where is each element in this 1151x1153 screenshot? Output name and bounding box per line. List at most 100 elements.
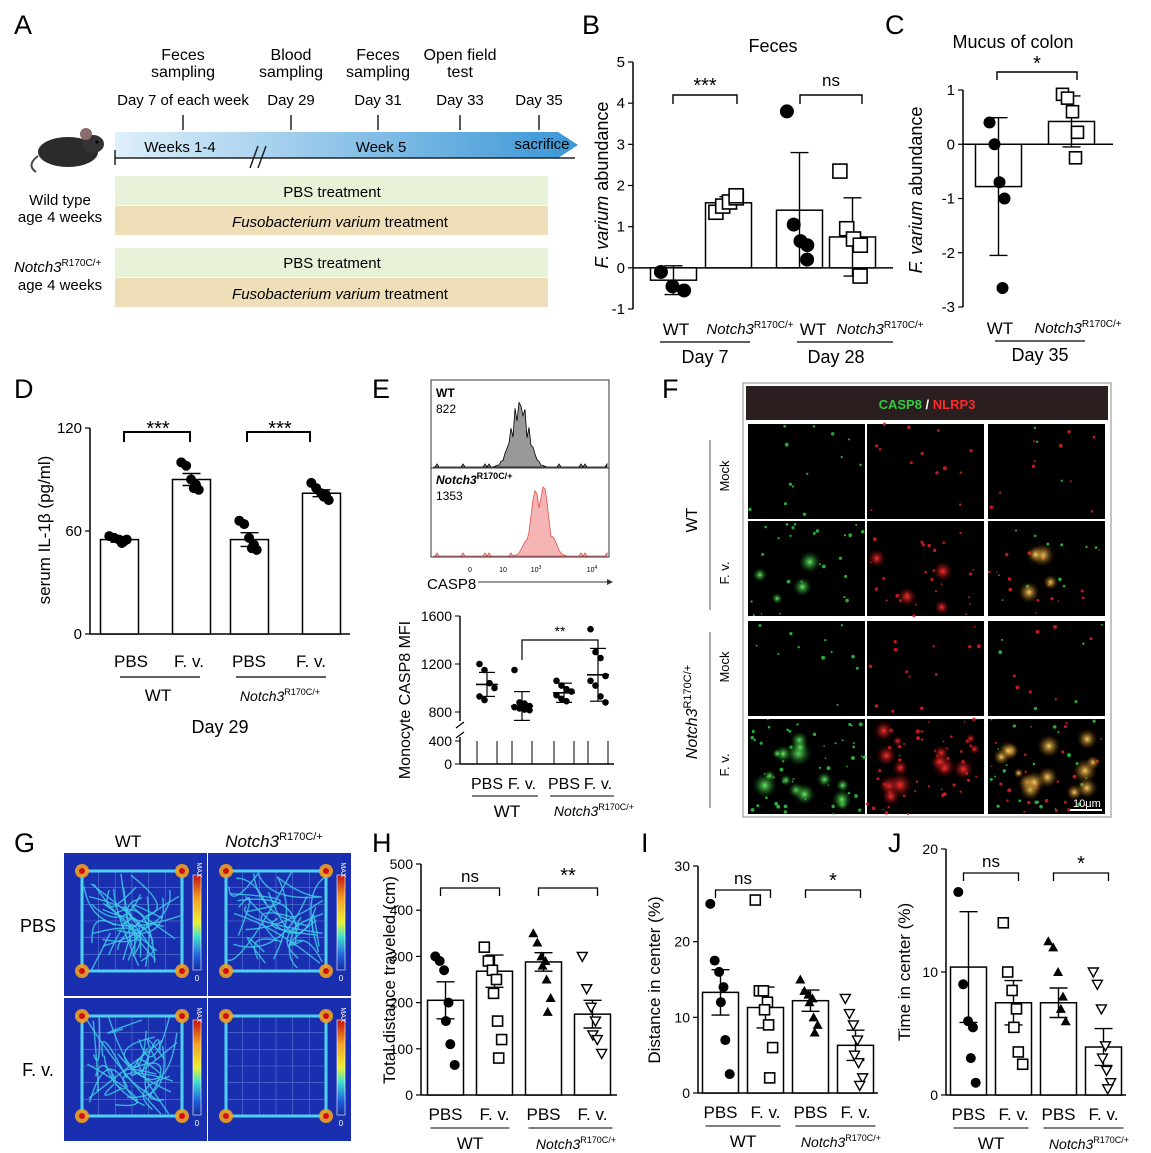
heatmap-corner-core <box>323 1013 329 1019</box>
micrograph-speck <box>932 645 935 648</box>
heatmap-corner-core <box>223 968 229 974</box>
micrograph-cell <box>792 577 813 597</box>
micrograph-speck <box>759 741 763 745</box>
f-group-wt: WT <box>684 507 701 532</box>
micrograph-speck <box>994 741 997 744</box>
micrograph-speck <box>1067 808 1071 812</box>
micrograph-speck <box>830 650 833 653</box>
g-col-mut: Notch3R170C/+ <box>225 831 323 851</box>
micrograph-header-text: CASP8 / NLRP3 <box>879 397 976 412</box>
micrograph-speck <box>815 529 820 533</box>
micrograph-speck <box>812 732 817 737</box>
micrograph-speck <box>878 769 882 773</box>
heatmap-trace <box>130 1041 178 1076</box>
chart-i-mut-label: Notch3R170C/+ <box>801 1133 881 1150</box>
data-point <box>542 1006 553 1016</box>
micrograph-speck <box>1044 798 1049 803</box>
micrograph-speck <box>792 778 795 781</box>
data-point <box>795 974 806 984</box>
micrograph-speck <box>1082 804 1085 807</box>
d-mut-label: Notch3R170C/+ <box>240 687 320 704</box>
micrograph-cell <box>934 599 950 615</box>
panel-j: J Time in center (%) 20 10 0 PBS F. v. PBS F. … <box>888 828 1129 1153</box>
chart-h-sig-bracket-2 <box>537 887 599 896</box>
data-point <box>988 138 1001 151</box>
micrograph-cell <box>1043 574 1059 590</box>
panel-b-ylabel: F. varium abundance <box>592 102 612 269</box>
data-point <box>851 1035 864 1047</box>
heatmap-border-trace <box>224 869 328 973</box>
micrograph-speck <box>940 583 943 586</box>
micrograph-speck <box>846 765 848 768</box>
histogram-box: WT 822 Notch3R170C/+ 1353 0 10 103 104 CASP… <box>427 379 613 593</box>
micrograph-row-labels: Mock F. v. Mock F. v. <box>717 460 732 776</box>
event-title-1: Blood <box>271 47 312 64</box>
data-point <box>749 894 762 906</box>
micrograph-tile <box>988 521 1105 616</box>
heatmap-corner-core <box>179 968 185 974</box>
d-sig-bracket-1 <box>123 431 191 442</box>
micrograph-speck <box>908 675 911 678</box>
panel-label-g: G <box>14 828 35 858</box>
group1-line1: Wild type <box>29 192 91 209</box>
heatmap-colorbar-max: MAX <box>195 862 202 878</box>
data-point <box>970 1077 981 1088</box>
data-point <box>1065 104 1080 119</box>
data-point <box>809 1027 820 1037</box>
micrograph-speck <box>1100 738 1103 740</box>
data-point <box>440 1016 451 1027</box>
micrograph-speck <box>959 531 962 535</box>
micrograph-speck <box>930 577 934 582</box>
micrograph-speck <box>797 646 800 649</box>
micrograph-speck <box>1024 770 1028 774</box>
micrograph-speck <box>1039 804 1043 809</box>
g-row-pbs: PBS <box>20 916 56 936</box>
micrograph-speck <box>750 735 755 740</box>
micrograph-cell <box>1026 545 1045 564</box>
micrograph-speck <box>1098 548 1101 551</box>
micrograph-speck <box>950 735 953 739</box>
heatmap-trace <box>257 874 320 899</box>
timeline-arrow: Weeks 1-4 Week 5 sacrifice <box>114 115 578 169</box>
heatmap-trace <box>93 883 158 952</box>
data-point <box>323 495 334 506</box>
fv-band-mut <box>115 278 548 307</box>
micrograph-speck <box>1094 546 1098 549</box>
data-point <box>121 534 132 545</box>
panel-b: B Feces F. varium abundance 5 4 3 2 1 0 -1 WT No… <box>582 10 924 367</box>
micrograph-speck <box>972 568 975 571</box>
micrograph-speck <box>821 564 826 569</box>
heatmap-trace <box>117 897 165 934</box>
e-data-point <box>521 706 528 713</box>
chart-i-tick-label: 30 <box>674 858 690 874</box>
micrograph-speck <box>789 632 793 636</box>
e-tick-label: 0 <box>444 756 452 772</box>
event-title-0: Feces <box>161 47 205 64</box>
data-point <box>1057 991 1068 1001</box>
micrograph-speck <box>968 572 973 576</box>
data-point <box>720 1035 731 1046</box>
chart-c-tick-label: -1 <box>942 191 955 208</box>
micrograph-cell <box>881 786 901 806</box>
heatmap-trace <box>245 899 324 931</box>
data-point <box>490 973 503 986</box>
e-data-point <box>511 666 518 674</box>
data-point <box>591 1034 604 1047</box>
e-data-point <box>481 696 488 704</box>
chart-j-group-label: F. v. <box>1089 1105 1119 1124</box>
panel-e-ylabel: Monocyte CASP8 MFI <box>397 621 414 779</box>
chart-j-sig-label-2: * <box>1077 853 1085 875</box>
e-group-label: PBS <box>471 776 503 793</box>
week-5-label: Week 5 <box>356 139 407 156</box>
micrograph-speck <box>999 782 1003 786</box>
micrograph-speck <box>1028 690 1032 694</box>
e-data-point <box>516 705 523 712</box>
chart-c-tick-label: -2 <box>942 245 955 262</box>
micrograph-speck <box>1067 753 1071 758</box>
micrograph-speck <box>973 625 976 628</box>
micrograph-speck <box>767 725 771 729</box>
micrograph-speck <box>932 548 937 553</box>
event-title-3: Open field <box>424 47 497 64</box>
data-point <box>537 960 548 970</box>
c-day-label: Day 35 <box>1011 345 1068 365</box>
